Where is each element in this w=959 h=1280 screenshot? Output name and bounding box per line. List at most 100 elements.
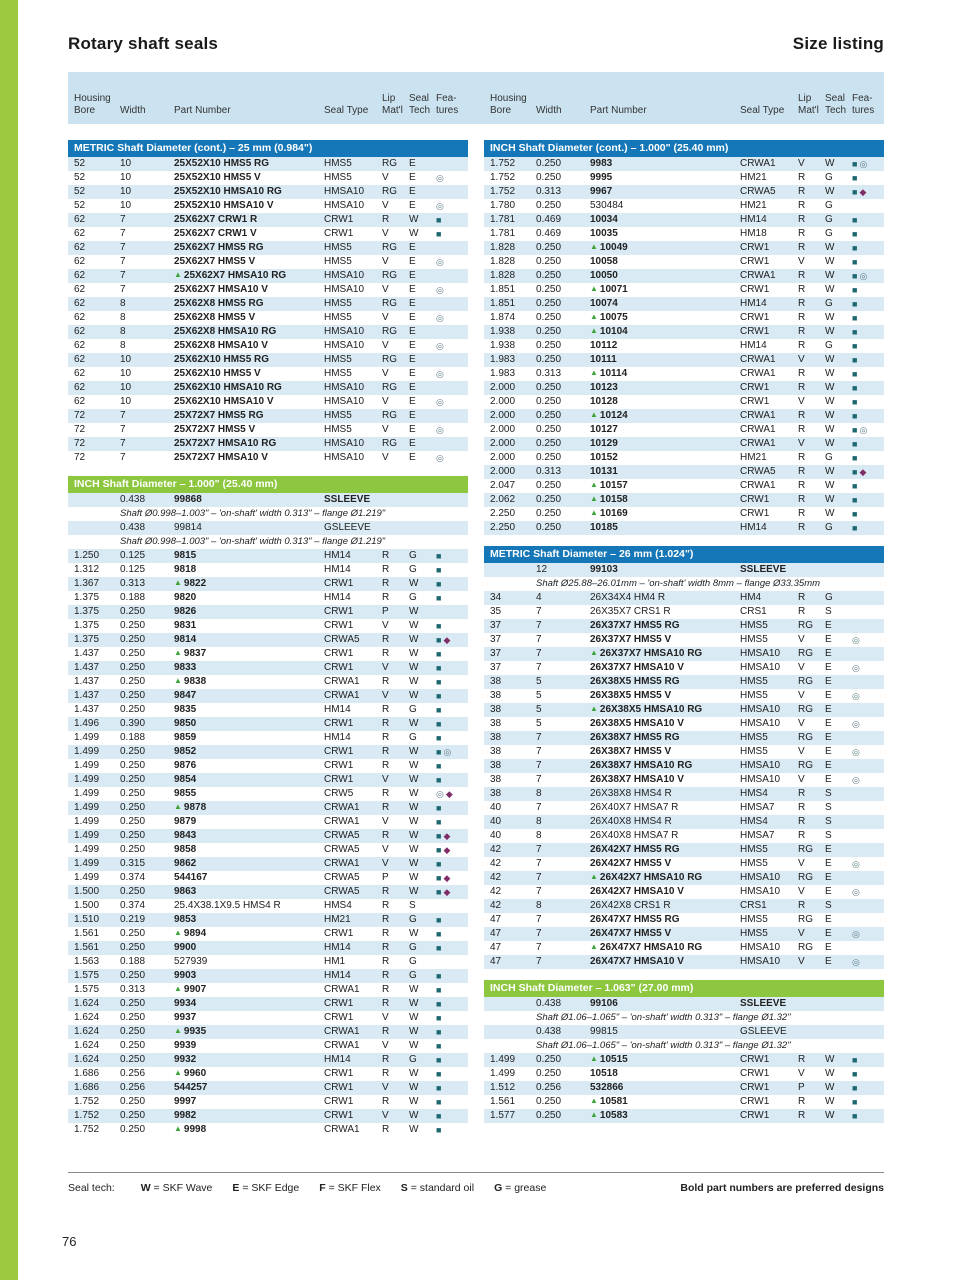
cell-seal-tech [825, 997, 852, 1011]
cell-features: ■ [852, 395, 884, 409]
cell-part-number: 9967 [590, 186, 613, 197]
table-row: 2.250 0.250 ▲ 10169 CRW1 R W ■ [484, 507, 884, 521]
cell-seal-tech: E [825, 662, 832, 673]
cell-width: 0.438 [120, 494, 146, 505]
cell-housing-bore: 1.874 [490, 312, 516, 323]
cell-part-number: 25X62X8 HMSA10 V [174, 340, 268, 351]
cell-seal-type: CRWA5 [740, 186, 776, 197]
cell-lip-material: RG [798, 732, 813, 743]
table-row: 1.250 0.125 9815 HM14 R G ■ [68, 549, 468, 563]
cell-housing-bore: 38 [490, 690, 502, 701]
cell-width: 0.250 [536, 382, 562, 393]
cell-lip-material: RG [382, 270, 397, 281]
cell-features: ■ [852, 353, 884, 367]
legend-item: G = grease [494, 1182, 547, 1194]
cell-lip-material: RG [382, 186, 397, 197]
table-row: 1.938 0.250 10112 HM14 R G ■ [484, 339, 884, 353]
cell-seal-tech [409, 521, 436, 535]
cell-width: 0.250 [120, 928, 146, 939]
table-row: 47 7 26X47X7 HMS5 RG HMS5 RG E [484, 913, 884, 927]
note-row: Shaft Ø0.998–1.003" – 'on-shaft' width 0… [68, 535, 468, 549]
table-row: 0.438 99106 SSLEEVE [484, 997, 884, 1011]
cell-seal-type: HMSA10 [740, 718, 781, 729]
cell-seal-type: HMS5 [324, 410, 352, 421]
cell-features: ■ [436, 983, 468, 997]
cell-part-number: 10074 [590, 298, 618, 309]
cell-seal-tech: E [825, 774, 832, 785]
table-row: 1.499 0.250 ▲ 10515 CRW1 R W ■ [484, 1053, 884, 1067]
cell-width: 0.256 [120, 1082, 146, 1093]
cell-housing-bore: 2.000 [490, 410, 516, 421]
cell-width: 4 [536, 592, 542, 603]
table-row: 2.062 0.250 ▲ 10158 CRW1 R W ■ [484, 493, 884, 507]
cell-features: ■ [436, 941, 468, 955]
cell-lip-material: V [798, 662, 805, 673]
cell-features: ■ [436, 689, 468, 703]
cell-part-number: 530484 [590, 200, 624, 211]
cell-seal-tech: G [409, 1054, 417, 1065]
cell-seal-tech: W [409, 886, 419, 897]
cell-housing-bore: 2.000 [490, 452, 516, 463]
cell-housing-bore: 1.828 [490, 242, 516, 253]
table-row: 47 7 26X47X7 HMSA10 V HMSA10 V E ◎ [484, 955, 884, 969]
cell-lip-material: V [382, 1012, 389, 1023]
square-feature-icon: ■ [852, 285, 858, 295]
column-header-group-left: Housing Bore Width Part Number Seal Type Lip M… [68, 72, 468, 124]
cell-part-number: 527939 [174, 956, 208, 967]
cell-housing-bore: 62 [74, 256, 86, 267]
cell-part-number: 26X40X8 HMS4 R [590, 816, 672, 827]
cell-part-number: 26X42X7 HMSA10 V [590, 886, 684, 897]
table-row: 1.375 0.250 9814 CRWA5 R W ■ ◆ [68, 633, 468, 647]
cell-lip-material: R [382, 718, 390, 729]
cell-seal-type: CRWA1 [324, 1026, 360, 1037]
cell-width: 0.250 [536, 256, 562, 267]
diamond-feature-icon: ◆ [443, 887, 451, 897]
cell-width: 0.250 [120, 1026, 146, 1037]
column-header-part-number: Part Number [174, 104, 231, 116]
cell-width: 0.438 [536, 998, 562, 1009]
cell-width: 0.313 [120, 578, 146, 589]
cell-features: ■ [436, 1025, 468, 1039]
cell-width: 0.250 [120, 690, 146, 701]
table-row: 0.438 99814 GSLEEVE [68, 521, 468, 535]
cell-housing-bore: 1.752 [490, 158, 516, 169]
table-row: 1.375 0.188 9820 HM14 R G ■ [68, 591, 468, 605]
cell-seal-type: HMSA10 [740, 956, 781, 967]
cell-seal-type: HMSA10 [324, 396, 365, 407]
cell-seal-type: HM14 [740, 522, 767, 533]
cell-features: ■ [852, 1095, 884, 1109]
table-row: 35 7 26X35X7 CRS1 R CRS1 R S [484, 605, 884, 619]
legend-item: F = SKF Flex [319, 1182, 381, 1194]
cell-lip-material: R [798, 172, 806, 183]
cell-width: 0.250 [120, 1054, 146, 1065]
cell-features [852, 913, 884, 927]
cell-width: 0.250 [120, 816, 146, 827]
cell-housing-bore: 2.047 [490, 480, 516, 491]
column-header-bore: Housing Bore [490, 93, 527, 116]
cell-lip-material: R [382, 830, 390, 841]
cell-width: 0.188 [120, 732, 146, 743]
cell-features: ◎ [436, 423, 468, 437]
table-row: 62 8 25X62X8 HMS5 RG HMS5 RG E [68, 297, 468, 311]
diamond-feature-icon: ◆ [443, 831, 451, 841]
cell-lip-material: R [798, 802, 806, 813]
cell-width: 10 [120, 158, 132, 169]
cell-part-number: 26X38X8 HMS4 R [590, 788, 672, 799]
cell-housing-bore: 1.781 [490, 214, 516, 225]
cell-features: ■ [436, 549, 468, 563]
cell-seal-type: HMS5 [324, 172, 352, 183]
cell-features: ◎ [852, 633, 884, 647]
cell-housing-bore: 1.752 [490, 172, 516, 183]
column-header-mat-l: Lip Mat'l [382, 93, 403, 116]
column-header-bore: Housing Bore [74, 93, 111, 116]
cell-width: 0.250 [120, 620, 146, 631]
cell-lip-material: V [382, 452, 389, 463]
cell-housing-bore [490, 563, 536, 577]
cell-seal-tech: W [409, 928, 419, 939]
cell-width: 8 [536, 830, 542, 841]
cell-seal-tech: E [409, 284, 416, 295]
cell-width: 0.250 [120, 1040, 146, 1051]
cell-seal-type: CRW1 [740, 1054, 770, 1065]
cell-part-number: 25.4X38.1X9.5 HMS4 R [174, 900, 281, 911]
cell-seal-type: CRW1 [324, 1012, 354, 1023]
